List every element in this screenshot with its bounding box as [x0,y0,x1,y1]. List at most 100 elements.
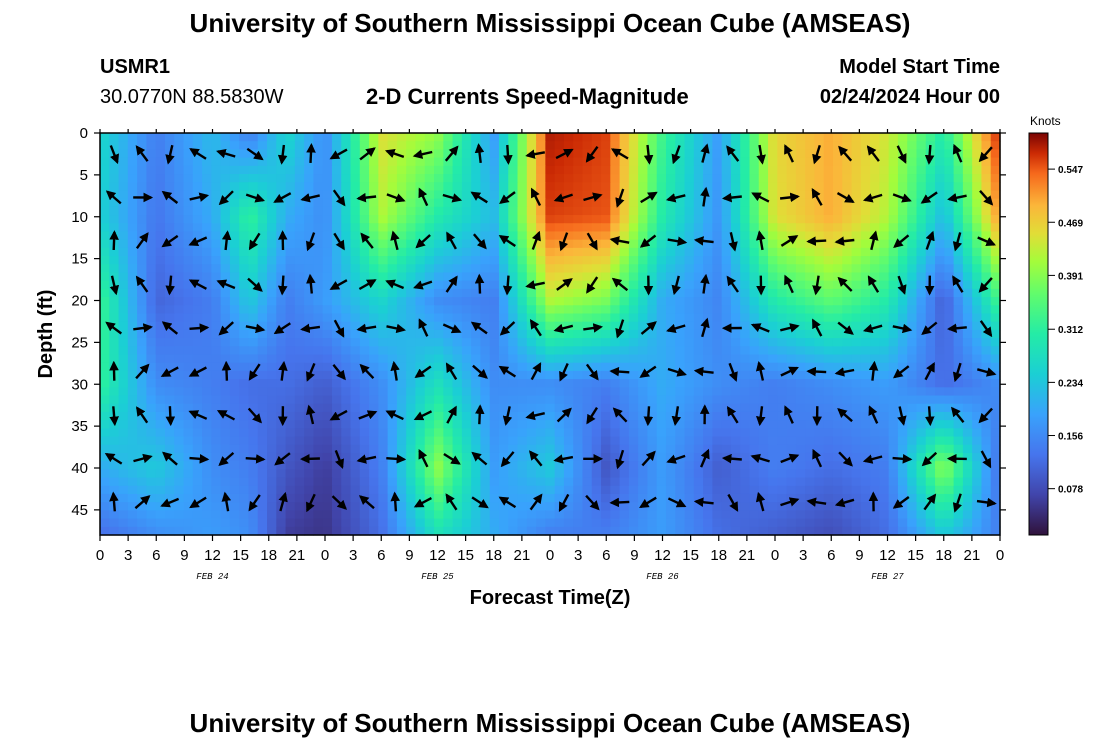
heatmap-cell [146,165,157,175]
heatmap-cell [387,387,398,397]
heatmap-cell [601,395,611,405]
heatmap-cell [211,157,222,167]
heatmap-cell [118,288,129,298]
current-arrow [273,322,291,335]
heatmap-cell [137,518,147,528]
heatmap-cell [638,444,649,454]
heatmap-cell [972,469,983,479]
heatmap-cell [712,133,723,142]
heatmap-cell [591,362,602,372]
heatmap-cell [638,141,649,150]
heatmap-cell [805,526,816,536]
heatmap-cell [907,420,918,429]
heatmap-cell [656,346,667,356]
heatmap-cell [935,239,945,249]
heatmap-cell [628,444,639,454]
heatmap-cell [341,256,352,265]
heatmap-cell [202,215,212,224]
heatmap-cell [888,157,899,167]
heatmap-cell [935,272,945,282]
heatmap-cell [526,297,537,306]
heatmap-cell [972,395,983,405]
heatmap-cell [164,518,175,528]
heatmap-cell [897,379,908,388]
heatmap-cell [665,256,676,265]
heatmap-cell [777,387,788,397]
heatmap-cell [239,215,250,224]
heatmap-cell [814,346,825,356]
heatmap-cell [359,133,370,142]
heatmap-cell [359,526,370,536]
heatmap-cell [935,133,945,142]
heatmap-cell [155,452,166,462]
heatmap-cell [434,133,444,142]
heatmap-cell [526,288,537,298]
heatmap-cell [851,133,862,142]
heatmap-cell [740,428,751,438]
current-arrow [332,363,346,381]
heatmap-cell [582,444,593,454]
heatmap-cell [341,370,352,380]
heatmap-cell [619,518,630,528]
heatmap-cell [146,526,157,536]
heatmap-cell [703,198,713,208]
heatmap-cell [229,215,240,224]
heatmap-cell [582,141,593,150]
heatmap-cell [582,346,593,356]
heatmap-cell [137,313,147,323]
heatmap-cell [415,198,426,208]
heatmap-cell [647,485,658,495]
heatmap-cell [331,182,342,192]
heatmap-cell [183,149,194,159]
heatmap-cell [183,362,194,372]
heatmap-cell [100,493,110,503]
heatmap-cell [693,321,704,331]
heatmap-cell [545,223,556,233]
heatmap-cell [823,305,834,315]
heatmap-cell [211,370,222,380]
heatmap-cell [832,395,843,405]
heatmap-cell [573,272,584,282]
current-arrow [585,494,600,511]
heatmap-cell [805,469,816,479]
heatmap-cell [647,272,658,282]
heatmap-cell [832,436,843,446]
heatmap-cell [508,288,519,298]
heatmap-cell [916,411,927,421]
heatmap-cell [972,444,983,454]
heatmap-cell [331,133,342,142]
heatmap-cell [944,477,955,487]
heatmap-cell [675,403,686,413]
heatmap-cell [480,387,491,397]
heatmap-cell [851,247,862,257]
heatmap-cell [369,297,379,306]
heatmap-cell [870,297,880,306]
heatmap-cell [137,256,147,265]
heatmap-cell [443,518,454,528]
current-arrow [189,323,210,333]
current-arrow [329,409,348,421]
heatmap-cell [406,436,417,446]
heatmap-cell [202,485,212,495]
heatmap-cell [860,239,871,249]
heatmap-cell [601,411,611,421]
heatmap-cell [962,305,973,315]
current-arrow [502,406,513,426]
heatmap-cell [480,444,491,454]
heatmap-cell [675,461,686,470]
heatmap-cell [267,411,277,421]
heatmap-cell [341,354,352,364]
heatmap-cell [758,239,769,249]
heatmap-cell [721,379,732,388]
heatmap-cell [768,387,778,397]
heatmap-cell [888,206,899,216]
heatmap-cell [192,493,203,503]
heatmap-cell [907,354,918,364]
heatmap-cell [202,403,212,413]
heatmap-cell [563,297,574,306]
heatmap-cell [610,452,621,462]
heatmap-cell [137,223,147,233]
heatmap-cell [424,256,435,265]
heatmap-cell [860,329,871,339]
heatmap-cell [897,223,908,233]
